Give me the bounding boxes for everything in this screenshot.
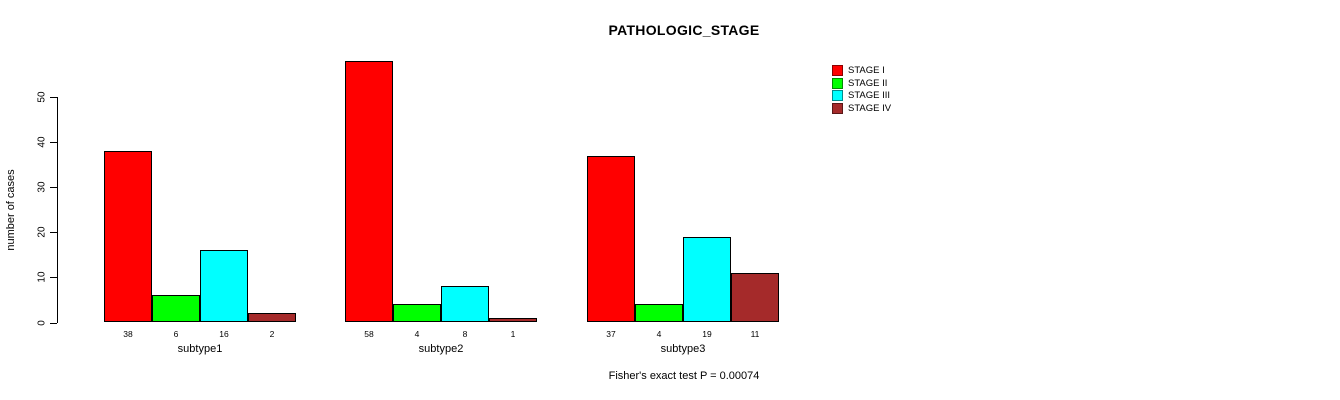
- bar-value-label: 38: [123, 329, 133, 339]
- legend-row-stage-i: STAGE I: [832, 64, 891, 77]
- y-tick: [50, 142, 57, 144]
- bar-stage-ii-subtype3: [635, 304, 683, 323]
- bar-stage-iv-subtype1: [248, 313, 296, 323]
- y-tick: [50, 97, 57, 98]
- bar-stage-iv-subtype2: [489, 317, 537, 323]
- bar-value-label: 1: [510, 329, 516, 339]
- y-tick: [50, 187, 57, 189]
- legend-label: STAGE II: [848, 77, 888, 89]
- legend-row-stage-ii: STAGE II: [832, 77, 891, 90]
- legend-swatch-icon: [832, 77, 843, 89]
- category-label-subtype1: subtype1: [177, 343, 223, 355]
- legend-row-stage-iv: STAGE IV: [832, 102, 891, 115]
- y-tick-label: 40: [36, 136, 48, 148]
- bar-stage-iii-subtype3: [683, 236, 731, 323]
- bar-value-label: 37: [606, 329, 616, 339]
- legend-swatch-icon: [832, 90, 843, 102]
- bar-value-label: 58: [364, 329, 374, 339]
- y-tick-label: 0: [36, 319, 48, 326]
- legend-label: STAGE I: [848, 64, 885, 76]
- category-label-subtype3: subtype3: [660, 343, 706, 355]
- y-tick: [50, 322, 57, 324]
- footer-stat-text: Fisher's exact test P = 0.00074: [608, 370, 760, 382]
- bar-stage-iv-subtype3: [731, 272, 779, 323]
- bar-stage-ii-subtype1: [152, 295, 200, 323]
- bar-stage-ii-subtype2: [393, 304, 441, 323]
- bar-value-label: 4: [414, 329, 420, 339]
- legend: STAGE I STAGE II STAGE III STAGE IV: [832, 64, 891, 115]
- y-tick: [50, 277, 57, 279]
- y-axis-line: [57, 97, 58, 323]
- chart-title: PATHOLOGIC_STAGE: [608, 22, 760, 38]
- legend-label: STAGE IV: [848, 102, 892, 114]
- bar-stage-i-subtype3: [587, 155, 635, 323]
- legend-row-stage-iii: STAGE III: [832, 89, 891, 102]
- y-tick: [50, 232, 57, 234]
- bar-value-label: 6: [173, 329, 179, 339]
- bar-value-label: 19: [702, 329, 712, 339]
- category-label-subtype2: subtype2: [418, 343, 464, 355]
- bar-stage-i-subtype1: [104, 151, 152, 323]
- legend-swatch-icon: [832, 64, 843, 76]
- bar-value-label: 2: [269, 329, 275, 339]
- y-tick-label: 10: [36, 271, 48, 283]
- bar-value-label: 16: [219, 329, 229, 339]
- bar-value-label: 8: [462, 329, 468, 339]
- bar-value-label: 11: [750, 329, 760, 339]
- y-tick-label: 50: [36, 91, 48, 103]
- y-tick-label: 30: [36, 181, 48, 193]
- bar-stage-iii-subtype1: [200, 250, 248, 323]
- bar-value-label: 4: [656, 329, 662, 339]
- y-tick-label: 20: [36, 226, 48, 238]
- legend-swatch-icon: [832, 102, 843, 114]
- legend-label: STAGE III: [848, 90, 891, 102]
- bar-stage-iii-subtype2: [441, 286, 489, 323]
- y-axis-label: number of cases: [5, 169, 17, 251]
- bar-stage-i-subtype2: [345, 60, 393, 323]
